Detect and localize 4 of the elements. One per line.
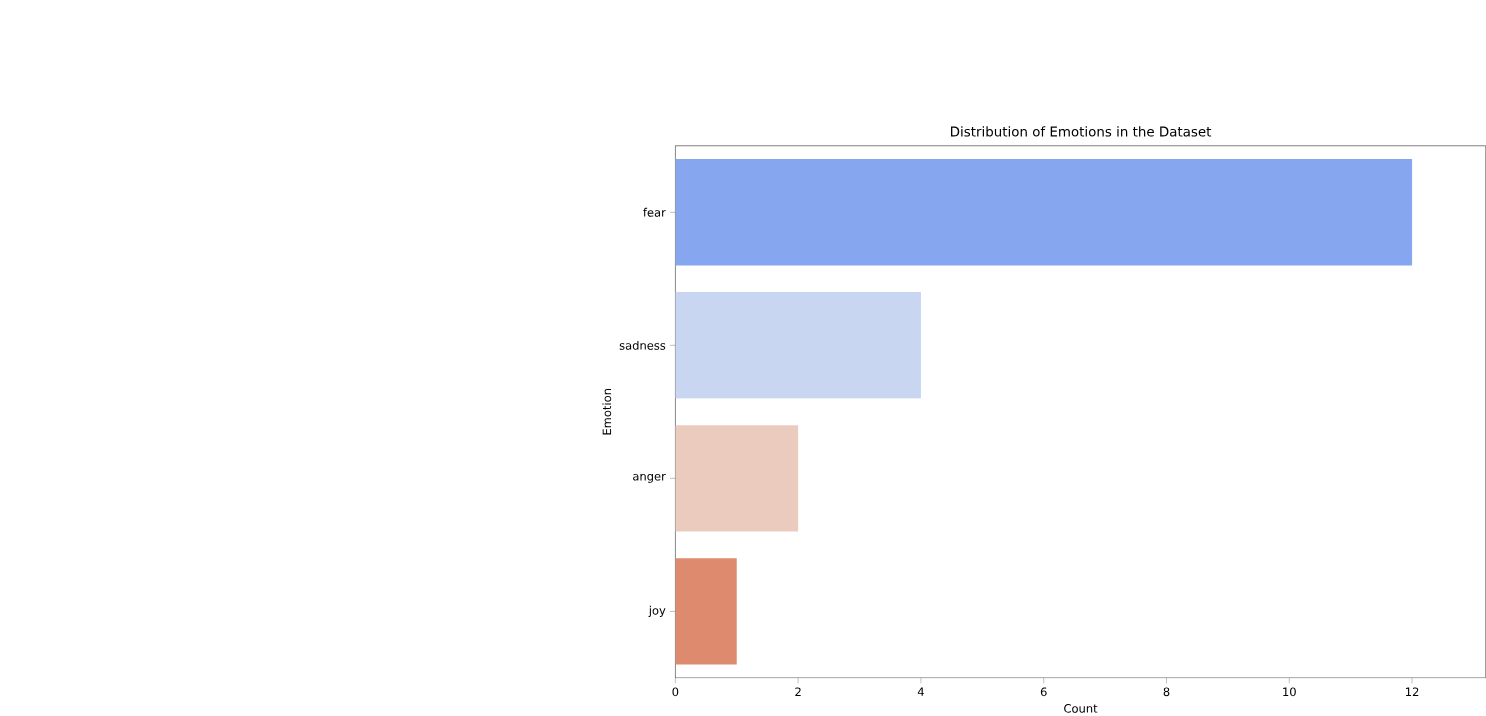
bar xyxy=(675,291,921,399)
bar xyxy=(675,557,737,665)
bar xyxy=(675,424,799,532)
bar xyxy=(675,158,1413,266)
